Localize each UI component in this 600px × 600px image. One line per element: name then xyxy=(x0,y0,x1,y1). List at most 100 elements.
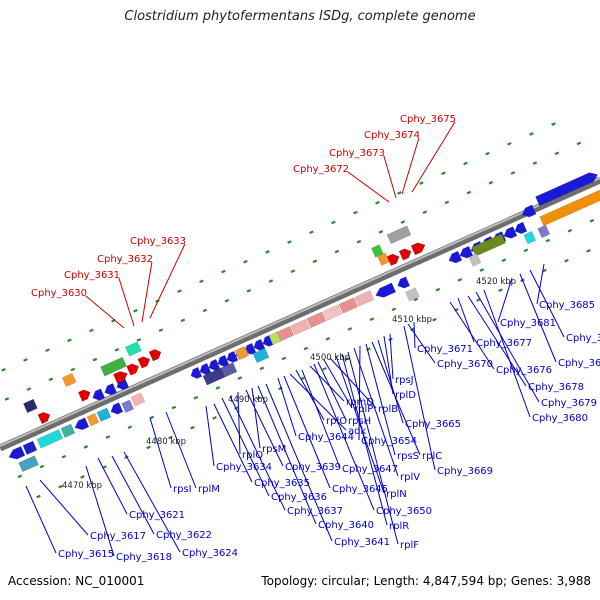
gene-arrow xyxy=(8,446,26,460)
gene-block xyxy=(290,318,311,336)
leader-line xyxy=(377,339,404,424)
tick-mark xyxy=(224,298,230,303)
backbone-line xyxy=(0,176,600,452)
leader-line xyxy=(289,373,347,431)
gene-label-blue: Cphy_3640 xyxy=(318,520,374,531)
gene-arrow xyxy=(448,250,463,264)
tick-mark xyxy=(278,386,283,391)
tick-mark xyxy=(180,318,186,323)
tick-mark xyxy=(23,358,28,362)
tick-mark xyxy=(246,289,252,293)
gene-block xyxy=(338,297,359,314)
tick-mark xyxy=(199,279,204,284)
gene-label-blue: rpmD xyxy=(346,397,374,408)
tick-mark xyxy=(26,387,32,391)
gene-label-blue: Cphy_3617 xyxy=(90,531,146,542)
gene-label-blue: adk xyxy=(348,426,366,437)
leader-line xyxy=(265,383,333,542)
scale-label: 4520 kbp xyxy=(476,277,516,287)
leader-line xyxy=(457,297,475,343)
leader-line xyxy=(149,417,172,489)
tick-mark xyxy=(485,151,490,156)
tick-mark xyxy=(4,397,10,401)
leader-line xyxy=(347,171,390,203)
tick-mark xyxy=(356,239,362,244)
gene-label-blue: rpsH xyxy=(348,416,371,427)
tick-mark xyxy=(545,238,551,243)
label-layer: 4470 kbp 4480 kbp 4490 kbp 4500 kbp 4510 kbp… xyxy=(31,114,600,563)
gene-label-blue: Cphy_3679 xyxy=(541,398,597,409)
leader-line xyxy=(97,457,128,515)
tick-mark xyxy=(325,336,331,341)
gene-block xyxy=(523,230,537,245)
tick-mark xyxy=(193,395,199,400)
gene-block xyxy=(100,356,127,377)
gene-label-blue: rpsS xyxy=(397,451,419,462)
gene-arrow xyxy=(459,245,474,259)
gene-arrow xyxy=(37,411,51,425)
gene-label-blue: Cphy_3680 xyxy=(532,413,588,424)
leader-line xyxy=(221,397,270,497)
tick-mark xyxy=(48,377,54,382)
gene-label-red: Cphy_3674 xyxy=(364,130,420,141)
gene-label-blue: Cphy_3683 xyxy=(566,333,600,344)
tick-mark xyxy=(36,494,41,499)
tick-mark xyxy=(133,309,138,313)
leader-line xyxy=(347,351,399,545)
gene-label-blue: Cphy_3621 xyxy=(129,510,185,521)
tick-mark xyxy=(105,435,111,439)
scale-label: 4480 kbp xyxy=(146,437,186,447)
tick-mark xyxy=(177,289,182,293)
gene-label-blue: Cphy_3647 xyxy=(342,464,398,475)
gene-block xyxy=(36,429,64,449)
leader-line xyxy=(407,323,436,364)
gene-block xyxy=(86,412,100,427)
tick-mark xyxy=(413,297,419,302)
gene-label-blue: Cphy_3636 xyxy=(271,492,327,503)
gene-arrow xyxy=(92,388,106,401)
tick-mark xyxy=(523,248,529,253)
gene-arrow xyxy=(148,349,162,362)
tick-mark xyxy=(457,278,463,282)
gene-layer xyxy=(8,172,600,473)
leader-line xyxy=(536,263,545,305)
gene-arrow xyxy=(398,248,412,261)
tick-mark xyxy=(136,338,142,342)
tick-mark xyxy=(202,308,208,313)
gene-block xyxy=(121,399,135,413)
gene-label-blue: Cphy_3637 xyxy=(287,506,343,517)
tick-mark xyxy=(498,288,503,292)
gene-label-blue: Cphy_3669 xyxy=(437,466,493,477)
tick-mark xyxy=(67,338,72,343)
gene-arrow xyxy=(410,242,426,256)
tick-mark xyxy=(441,171,446,176)
gene-label-blue: Cphy_3671 xyxy=(417,344,473,355)
tick-mark xyxy=(375,200,380,205)
gene-arrow xyxy=(113,371,128,384)
tick-mark xyxy=(58,484,63,489)
gene-label-blue: Cphy_3682 xyxy=(558,358,600,369)
leader-line xyxy=(467,295,527,387)
tick-mark xyxy=(432,317,437,322)
leader-line xyxy=(353,347,399,477)
gene-arrow xyxy=(397,276,411,289)
tick-mark xyxy=(331,220,336,225)
tick-mark xyxy=(369,317,375,321)
gene-label-blue: Cphy_3644 xyxy=(298,432,354,443)
leader-line xyxy=(251,387,261,449)
tick-mark xyxy=(168,435,173,440)
tick-mark xyxy=(397,191,402,195)
gene-arrow xyxy=(77,389,91,402)
tick-mark xyxy=(127,425,133,430)
accession-text: Accession: NC_010001 xyxy=(8,574,145,588)
gene-label-red: Cphy_3630 xyxy=(31,288,87,299)
gene-label-red: Cphy_3633 xyxy=(130,236,186,247)
gene-label-blue: Cphy_3624 xyxy=(182,548,238,559)
tick-mark xyxy=(221,269,226,274)
scale-label: 4470 kbp xyxy=(62,481,102,491)
gene-block xyxy=(354,290,375,307)
gene-arrow xyxy=(535,172,598,207)
leader-line xyxy=(257,385,317,525)
gene-label-blue: Cphy_3677 xyxy=(476,338,532,349)
tick-mark xyxy=(312,259,318,264)
